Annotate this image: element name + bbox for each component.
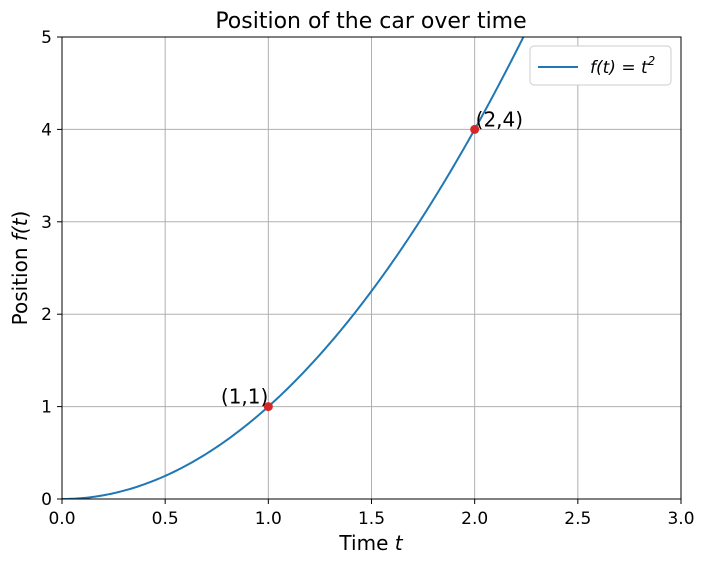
x-tick-label: 1.0 — [255, 509, 282, 529]
legend-box — [529, 45, 672, 86]
y-tick-label: 1 — [41, 398, 52, 418]
x-tick-label: 2.0 — [461, 509, 488, 529]
point-annotation: (1,1) — [221, 385, 268, 409]
legend: f(t) = t2 — [529, 45, 672, 86]
x-axis-label: Time t — [338, 531, 403, 555]
y-axis-ticks: 0 1 2 3 4 5 — [41, 28, 62, 510]
series-layer — [62, 37, 525, 499]
y-axis-label: Position f(t) — [8, 211, 32, 326]
data-point — [470, 124, 480, 134]
point-annotation: (2,4) — [476, 107, 523, 131]
x-tick-label: 1.5 — [358, 509, 385, 529]
x-tick-label: 0.0 — [48, 509, 75, 529]
data-point — [263, 402, 273, 412]
y-tick-label: 0 — [41, 490, 52, 510]
legend-label: f(t) = t2 — [590, 54, 655, 78]
x-axis-ticks: 0.0 0.5 1.0 1.5 2.0 2.5 3.0 — [48, 499, 695, 529]
x-tick-label: 3.0 — [667, 509, 694, 529]
chart-title: Position of the car over time — [215, 9, 526, 34]
annotations: (1,1) (2,4) — [221, 107, 523, 408]
y-tick-label: 5 — [41, 28, 52, 48]
x-tick-label: 0.5 — [152, 509, 179, 529]
y-tick-label: 4 — [41, 120, 52, 140]
y-tick-label: 3 — [41, 213, 52, 233]
points-layer — [263, 124, 480, 412]
series-line — [62, 37, 525, 499]
y-tick-label: 2 — [41, 305, 52, 325]
x-tick-label: 2.5 — [564, 509, 591, 529]
